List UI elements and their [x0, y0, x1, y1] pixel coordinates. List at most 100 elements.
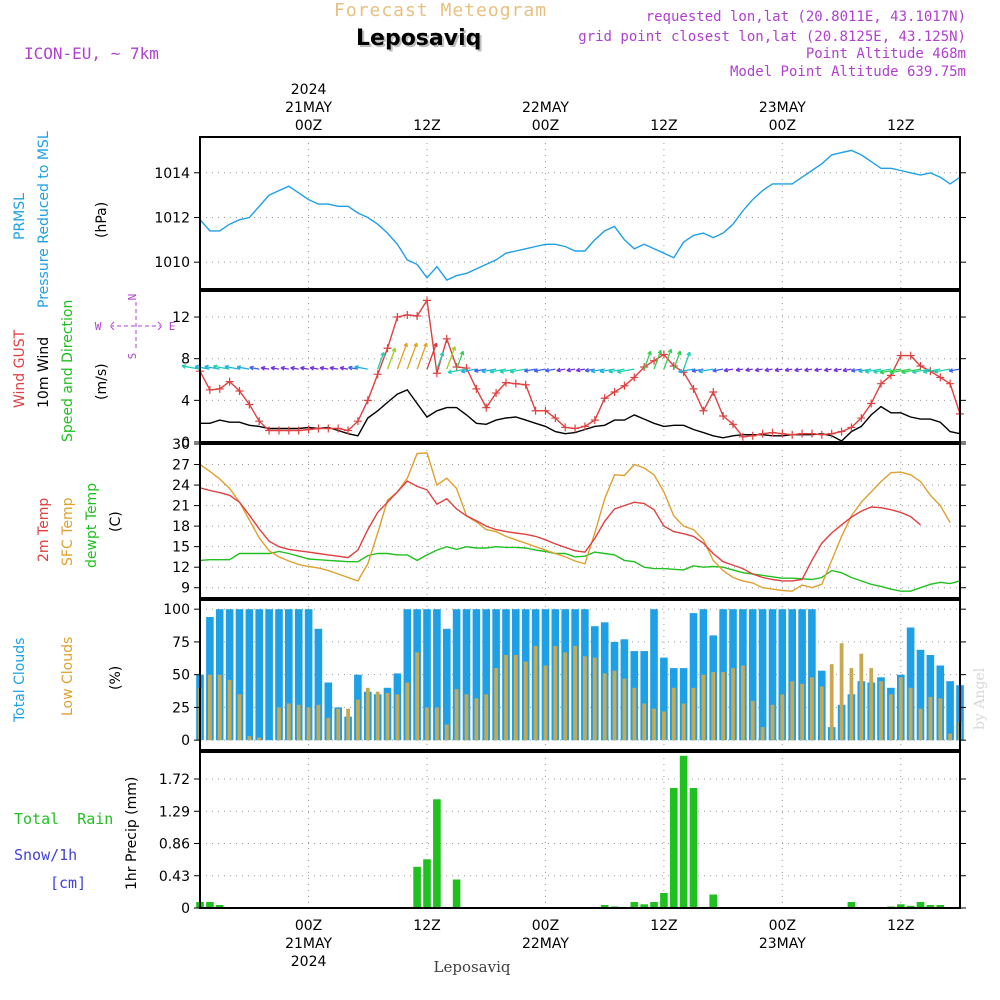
wind-arrow-head	[948, 368, 954, 373]
low-clouds-bar	[642, 703, 647, 741]
gust-point	[728, 420, 737, 429]
rain-bar	[679, 755, 688, 909]
gust-point	[432, 369, 441, 378]
series-line-2m-temp	[199, 480, 921, 582]
gust-point	[215, 384, 224, 393]
total-clouds-bar	[443, 628, 451, 741]
low-clouds-bar	[227, 679, 232, 741]
wind-direction-arrow	[858, 368, 872, 372]
wind-dir-label: Speed and Direction	[60, 300, 76, 442]
gust-point	[827, 429, 836, 438]
low-clouds-bar	[356, 699, 360, 741]
low-clouds-bar	[741, 665, 745, 741]
clouds-frame	[199, 599, 961, 751]
wind-direction-arrow	[617, 368, 635, 373]
series-line-prmsl	[199, 149, 961, 281]
low-clouds-label: Low Clouds	[60, 637, 76, 716]
gust-point	[245, 400, 254, 409]
temp-ytick-label: 15	[172, 540, 190, 556]
gust-point	[659, 350, 668, 359]
low-clouds-bar	[395, 694, 400, 741]
gust-point	[265, 426, 274, 435]
wind-arrow-head	[354, 364, 359, 370]
requested-lonlat: requested lon,lat (20.8011E, 43.1017N)	[645, 9, 966, 25]
wind-arrow-head	[300, 365, 305, 371]
low-clouds-bar	[553, 645, 558, 741]
wind-direction-arrow	[249, 366, 260, 370]
compass-rose: N S W E	[95, 294, 176, 360]
precip-ytick-label: 0	[181, 901, 190, 917]
temp-ytick-label: 9	[181, 581, 190, 597]
wind-arrow-head	[481, 368, 486, 374]
series-line-10m-wind	[200, 389, 961, 442]
wind-arrow-head	[723, 367, 729, 373]
total-clouds-bar	[275, 609, 283, 741]
low-clouds-bar	[750, 700, 755, 741]
wind-arrow-head	[912, 369, 917, 375]
gust-point	[225, 377, 234, 386]
gust-point	[284, 426, 293, 435]
wind-direction-arrow	[608, 368, 625, 373]
wind-arrow-head	[873, 369, 878, 374]
wind-arrow-head	[657, 349, 663, 355]
wind-arrow-head	[509, 368, 515, 374]
low-clouds-bar	[879, 681, 883, 741]
wind-direction-arrow	[204, 365, 220, 370]
gust-point	[837, 427, 846, 436]
clouds-ytick-label: 50	[172, 668, 190, 684]
temp-ytick-label: 21	[172, 499, 190, 515]
total-clouds-bar	[452, 609, 461, 741]
temp-ytick-label: 30	[172, 437, 190, 453]
clouds-ytick-label: 100	[163, 602, 190, 618]
wind-arrow-head	[403, 342, 408, 348]
low-clouds-bar	[889, 694, 893, 741]
wind-arrow-head	[309, 365, 315, 371]
gust-point	[699, 406, 708, 415]
gust-point	[324, 424, 333, 433]
wind-arrow-head	[280, 365, 285, 371]
low-clouds-bar	[415, 652, 419, 741]
gust-point	[373, 370, 382, 379]
low-clouds-bar	[208, 674, 212, 741]
gust-point	[393, 313, 402, 322]
total-clouds-bar	[285, 609, 293, 741]
wind-direction-arrow	[426, 342, 438, 370]
top-time-label: 12Z	[413, 118, 440, 134]
wind-arrow-head	[833, 367, 838, 373]
temp-ytick-label: 27	[172, 458, 190, 474]
top-time-label: 00Z	[769, 118, 796, 134]
wind-arrow-head	[391, 347, 397, 353]
wind-arrow-head	[439, 351, 445, 357]
low-clouds-bar	[533, 645, 538, 741]
low-clouds-bar	[711, 672, 716, 741]
wind-direction-arrow	[509, 368, 526, 373]
wind-frame	[199, 290, 961, 443]
wind-arrow-head	[489, 368, 494, 374]
gust-point	[709, 388, 718, 397]
clouds-ytick-label: 25	[172, 700, 190, 716]
rain-bar	[916, 902, 925, 908]
wind-direction-arrow	[489, 368, 507, 373]
low-clouds-bar	[385, 693, 390, 741]
wind-direction-arrow	[673, 350, 681, 370]
bottom-time-label: 21MAY	[285, 936, 332, 952]
wind-arrow-head	[774, 367, 779, 373]
gust-point	[630, 373, 639, 382]
gust-point	[847, 423, 856, 432]
wind-arrow-head	[204, 364, 209, 370]
gust-point	[551, 414, 560, 423]
rain-bar	[670, 788, 678, 908]
total-clouds-bar	[433, 609, 441, 741]
gust-point	[620, 381, 629, 390]
precip-ytick-label: 0.86	[159, 837, 190, 853]
gust-point	[936, 373, 945, 382]
wind-ytick-label: 4	[181, 393, 190, 409]
rain-bar	[215, 905, 224, 908]
wind-arrow-head	[923, 369, 928, 374]
wind-direction-arrow	[545, 368, 556, 372]
wind-arrow-head	[712, 367, 717, 373]
precip-ytick-label: 1.72	[159, 772, 190, 788]
wind-arrow-head	[678, 368, 683, 374]
wind-arrow-head	[889, 369, 895, 375]
